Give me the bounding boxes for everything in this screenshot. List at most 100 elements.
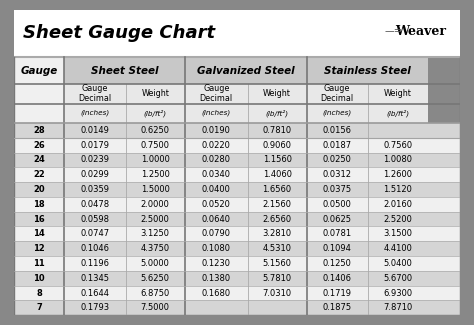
Text: 22: 22 [33,170,45,179]
Text: Weight: Weight [141,89,169,98]
Text: 28: 28 [33,126,45,135]
Text: 0.0598: 0.0598 [81,214,109,224]
Text: 0.0400: 0.0400 [202,185,231,194]
Text: Sheet Steel: Sheet Steel [91,66,158,76]
Bar [185,84,307,104]
Text: 24: 24 [33,155,45,164]
Text: Stainless Steel: Stainless Steel [324,66,410,76]
Bar [307,84,428,104]
Text: 0.1345: 0.1345 [81,274,109,283]
Text: 16: 16 [33,214,45,224]
Text: (lb/ft²): (lb/ft²) [386,110,409,117]
Bar [14,167,460,182]
Text: (lb/ft²): (lb/ft²) [144,110,167,117]
Text: 0.7810: 0.7810 [263,126,292,135]
Text: 4.4100: 4.4100 [383,244,412,253]
Bar [307,104,428,123]
Bar [14,138,460,152]
Text: 0.1380: 0.1380 [202,274,231,283]
Text: 0.7560: 0.7560 [383,141,412,150]
Text: 0.0190: 0.0190 [202,126,231,135]
Text: 1.4060: 1.4060 [263,170,292,179]
Text: 6.9300: 6.9300 [383,289,412,298]
Text: 8: 8 [36,289,42,298]
Text: 0.1046: 0.1046 [81,244,109,253]
Text: 0.0340: 0.0340 [202,170,231,179]
Bar [307,57,428,84]
Text: 0.0312: 0.0312 [322,170,352,179]
Bar [14,152,460,167]
Bar [185,57,307,84]
Text: 0.1196: 0.1196 [81,259,109,268]
Text: 0.1406: 0.1406 [322,274,352,283]
Text: 0.1875: 0.1875 [322,303,352,312]
Text: 18: 18 [33,200,45,209]
Text: 0.0478: 0.0478 [80,200,109,209]
Text: 5.0000: 5.0000 [141,259,170,268]
Text: 0.1719: 0.1719 [322,289,352,298]
Text: 0.9060: 0.9060 [263,141,292,150]
Text: 5.6700: 5.6700 [383,274,412,283]
Text: 0.1080: 0.1080 [202,244,231,253]
Bar [14,212,460,227]
Text: 2.0160: 2.0160 [383,200,412,209]
Text: 6.8750: 6.8750 [141,289,170,298]
Text: 14: 14 [33,229,45,238]
Text: 1.2500: 1.2500 [141,170,170,179]
Text: 0.0500: 0.0500 [323,200,351,209]
Text: 1.6560: 1.6560 [263,185,292,194]
Text: 4.5310: 4.5310 [263,244,292,253]
Text: 1.1560: 1.1560 [263,155,292,164]
Text: 4.3750: 4.3750 [141,244,170,253]
Text: 0.0640: 0.0640 [202,214,231,224]
Text: (inches): (inches) [201,110,231,116]
Text: 0.0280: 0.0280 [202,155,231,164]
Text: 5.0400: 5.0400 [383,259,412,268]
Text: 1.5000: 1.5000 [141,185,170,194]
Text: 0.0299: 0.0299 [81,170,109,179]
Text: 0.0179: 0.0179 [81,141,109,150]
Text: 2.1560: 2.1560 [263,200,292,209]
Text: 3.1500: 3.1500 [383,229,412,238]
Text: 10: 10 [33,274,45,283]
Text: 3.2810: 3.2810 [263,229,292,238]
Bar [14,182,460,197]
Text: 0.6250: 0.6250 [141,126,170,135]
Text: 5.1560: 5.1560 [263,259,292,268]
Text: (inches): (inches) [80,110,109,116]
Bar [14,123,460,138]
Text: 0.1680: 0.1680 [202,289,231,298]
Text: (lb/ft²): (lb/ft²) [265,110,289,117]
Bar [185,104,307,123]
Text: 1.0000: 1.0000 [141,155,170,164]
Text: 20: 20 [33,185,45,194]
Text: 3.1250: 3.1250 [141,229,170,238]
Text: 2.0000: 2.0000 [141,200,170,209]
Text: Sheet Gauge Chart: Sheet Gauge Chart [23,24,215,43]
Bar [14,271,460,286]
Text: Weight: Weight [383,89,411,98]
Text: 0.1644: 0.1644 [81,289,109,298]
Bar [64,57,185,84]
Text: 0.1230: 0.1230 [202,259,231,268]
Bar [14,286,460,300]
Text: 2.6560: 2.6560 [263,214,292,224]
Text: —=: —= [384,26,402,36]
Bar [14,197,460,212]
Bar [14,10,460,57]
Text: 0.7500: 0.7500 [141,141,170,150]
Bar [14,227,460,241]
Text: 11: 11 [33,259,45,268]
Text: 7.8710: 7.8710 [383,303,412,312]
Text: 0.0250: 0.0250 [323,155,351,164]
Text: 0.0747: 0.0747 [80,229,109,238]
Text: 0.0520: 0.0520 [202,200,231,209]
Text: 0.0156: 0.0156 [322,126,352,135]
Bar [64,84,185,104]
Text: 1.2600: 1.2600 [383,170,412,179]
Text: 0.0220: 0.0220 [202,141,231,150]
Text: Weight: Weight [263,89,291,98]
Text: 0.0781: 0.0781 [322,229,352,238]
Text: 26: 26 [33,141,45,150]
Text: 0.0187: 0.0187 [322,141,352,150]
